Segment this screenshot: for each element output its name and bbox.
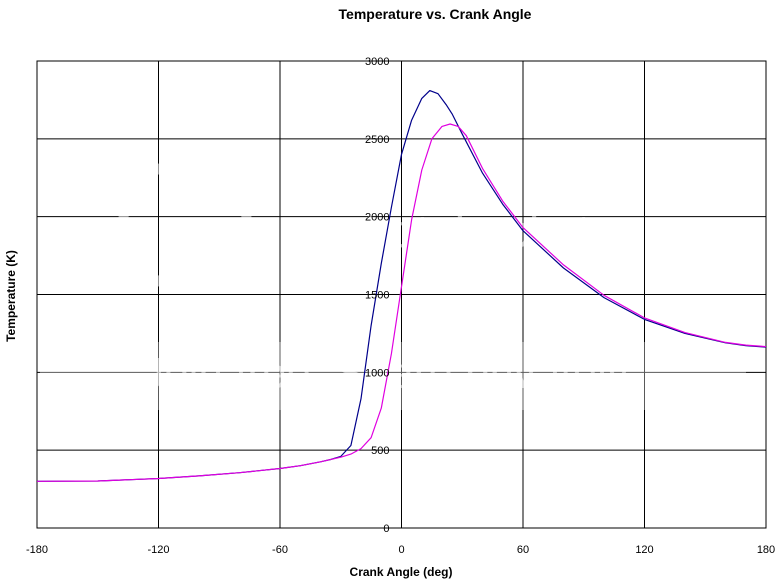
plot-area — [36, 60, 767, 529]
watermark-tagline-text: Join free. Share privately. — [142, 349, 638, 398]
watermark-logo-ring — [118, 158, 252, 292]
x-tick-label: -180 — [26, 544, 48, 556]
series-line-2 — [36, 123, 767, 482]
plot-grid — [36, 60, 767, 529]
y-tick-label: 2500 — [365, 134, 389, 146]
watermark-band — [40, 342, 746, 410]
y-tick-label: 1000 — [365, 367, 389, 379]
x-tick-labels: -180 -120 -60 0 60 120 180 — [26, 544, 775, 556]
x-tick-label: -120 — [147, 544, 169, 556]
y-tick-label: 3000 — [365, 56, 389, 68]
y-tick-label: 0 — [383, 523, 389, 535]
y-tick-label: 1500 — [365, 290, 389, 302]
x-tick-label: 0 — [398, 544, 404, 556]
photobucket-watermark: photobucket Join free. Share privately. — [40, 158, 746, 410]
chart-title: Temperature vs. Crank Angle — [339, 6, 532, 22]
x-tick-label: 180 — [757, 544, 775, 556]
series-lines — [36, 89, 767, 482]
y-tick-label: 500 — [371, 445, 389, 457]
y-tick-labels: 0 500 1000 1500 2000 2500 3000 — [365, 56, 389, 535]
x-tick-label: 60 — [517, 544, 529, 556]
x-tick-label: 120 — [635, 544, 653, 556]
x-tick-label: -60 — [272, 544, 288, 556]
y-axis-label: Temperature (K) — [4, 250, 18, 342]
watermark-logo-text: photobucket — [340, 205, 591, 257]
x-axis-label: Crank Angle (deg) — [350, 565, 453, 579]
y-tick-label: 2000 — [365, 212, 389, 224]
